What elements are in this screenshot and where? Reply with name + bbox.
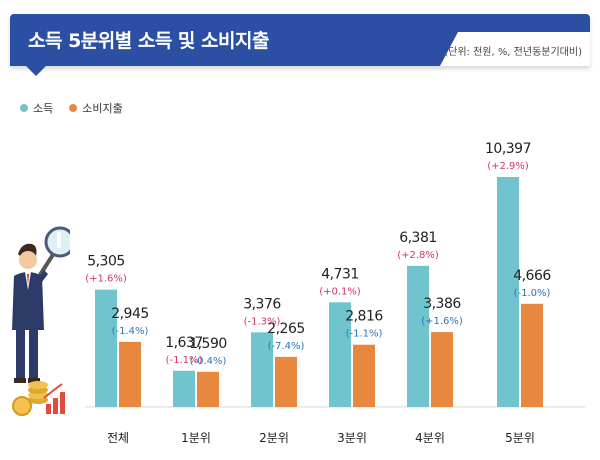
change-label-spending-4: (+1.6%) (421, 316, 463, 327)
category-label-3: 3분위 (337, 431, 367, 445)
bar-income-3 (329, 302, 351, 407)
bar-spending-4 (431, 332, 453, 407)
category-label-5: 5분위 (505, 431, 535, 445)
legend-swatch-spending (69, 104, 78, 112)
change-label-spending-3: (-1.1%) (346, 329, 383, 340)
value-label-income-1: 1,637 (165, 335, 203, 351)
value-label-income-2: 3,376 (243, 296, 281, 312)
change-label-income-3: (+0.1%) (319, 286, 361, 297)
bar-income-0 (95, 289, 117, 407)
bar-income-1 (173, 370, 195, 407)
bar-income-5 (497, 177, 519, 407)
change-label-spending-1: (-0.4%) (190, 356, 227, 367)
value-label-income-3: 4,731 (321, 266, 359, 282)
value-label-spending-4: 3,386 (423, 296, 461, 312)
value-label-spending-5: 4,666 (513, 268, 551, 284)
unit-note: (단위: 천원, %, 전년동분기대비) (444, 47, 582, 58)
unit-tab: (단위: 천원, %, 전년동분기대비) (440, 32, 590, 66)
legend-item-spending: 소비지출 (69, 100, 123, 116)
chart-header: 소득 5분위별 소득 및 소비지출 (단위: 천원, %, 전년동분기대비) (10, 14, 590, 66)
change-label-income-5: (+2.9%) (487, 161, 529, 172)
change-label-income-2: (-1.3%) (244, 316, 281, 327)
change-label-spending-0: (-1.4%) (112, 326, 149, 337)
value-label-spending-0: 2,945 (111, 306, 149, 322)
bar-spending-3 (353, 344, 375, 407)
bar-spending-0 (119, 341, 141, 407)
value-label-income-0: 5,305 (87, 254, 125, 270)
bar-income-2 (251, 332, 273, 407)
change-label-income-0: (+1.6%) (85, 274, 127, 285)
value-label-spending-1: 1,590 (189, 336, 227, 352)
value-label-spending-3: 2,816 (345, 309, 383, 325)
bar-income-4 (407, 265, 429, 407)
bar-spending-2 (275, 356, 297, 407)
category-label-1: 1분위 (181, 431, 211, 445)
legend-label-spending: 소비지출 (82, 102, 123, 115)
chart-title: 소득 5분위별 소득 및 소비지출 (28, 30, 269, 52)
header-pointer (26, 66, 46, 76)
change-label-spending-2: (-7.4%) (268, 341, 305, 352)
change-label-income-1: (-1.1%) (166, 355, 203, 366)
value-label-income-4: 6,381 (399, 230, 437, 246)
change-label-spending-5: (-1.0%) (514, 288, 551, 299)
bar-spending-1 (197, 371, 219, 407)
legend-label-income: 소득 (33, 102, 54, 115)
value-label-income-5: 10,397 (485, 141, 531, 157)
mascot-illustration (12, 226, 70, 416)
change-label-income-4: (+2.8%) (397, 250, 439, 261)
category-label-4: 4분위 (415, 431, 445, 445)
legend-swatch-income (20, 104, 28, 112)
magnifier-icon (36, 226, 70, 280)
category-label-2: 2분위 (259, 431, 289, 445)
coins-icon (12, 381, 48, 416)
growth-arrow-icon (43, 383, 65, 414)
businessman-icon (12, 243, 48, 383)
legend-item-income: 소득 (20, 100, 53, 116)
bar-spending-5 (521, 303, 543, 407)
value-label-spending-2: 2,265 (267, 321, 305, 337)
category-label-0: 전체 (107, 431, 129, 445)
chart-legend: 소득 소비지출 (20, 100, 139, 116)
